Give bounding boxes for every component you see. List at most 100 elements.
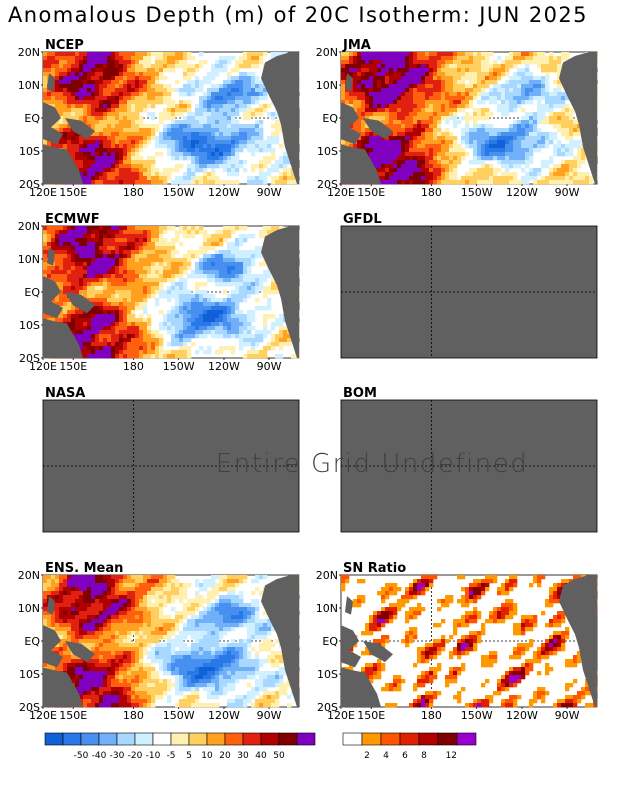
- field-cell: [509, 152, 514, 157]
- field-cell: [79, 282, 84, 287]
- field-cell: [63, 72, 68, 77]
- field-cell: [433, 80, 438, 85]
- field-cell: [99, 68, 104, 73]
- field-cell: [251, 314, 256, 319]
- field-cell: [159, 120, 164, 125]
- field-cell: [469, 52, 474, 57]
- lon-label: 180: [421, 186, 442, 199]
- field-cell: [501, 68, 506, 73]
- field-cell: [349, 92, 354, 97]
- field-cell: [537, 180, 542, 185]
- field-cell: [99, 246, 104, 251]
- field-cell: [71, 116, 76, 121]
- field-cell: [565, 168, 570, 173]
- field-cell: [191, 310, 196, 315]
- field-cell: [461, 96, 466, 101]
- field-cell: [461, 80, 466, 85]
- field-cell: [409, 116, 414, 121]
- field-cell: [203, 124, 208, 129]
- field-cell: [537, 100, 542, 105]
- field-cell: [123, 172, 128, 177]
- field-cell: [103, 60, 108, 65]
- field-cell: [353, 124, 358, 129]
- field-cell: [481, 80, 486, 85]
- field-cell: [389, 112, 394, 117]
- field-cell: [513, 128, 518, 133]
- field-cell: [235, 156, 240, 161]
- field-cell: [275, 226, 280, 231]
- field-cell: [123, 140, 128, 145]
- field-cell: [123, 60, 128, 65]
- field-cell: [421, 60, 426, 65]
- field-cell: [231, 258, 236, 263]
- field-cell: [167, 250, 172, 255]
- field-cell: [111, 262, 116, 267]
- field-cell: [405, 180, 410, 185]
- field-cell: [47, 52, 52, 57]
- field-cell: [151, 176, 156, 181]
- field-cell: [131, 282, 136, 287]
- field-cell: [231, 310, 236, 315]
- field-cell: [55, 274, 60, 279]
- field-cell: [163, 136, 168, 141]
- field-cell: [163, 60, 168, 65]
- field-cell: [247, 88, 252, 93]
- field-cell: [457, 68, 462, 73]
- field-cell: [143, 172, 148, 177]
- field-cell: [119, 274, 124, 279]
- field-cell: [175, 294, 180, 299]
- field-cell: [211, 278, 216, 283]
- field-cell: [187, 226, 192, 231]
- field-cell: [409, 132, 414, 137]
- field-cell: [263, 286, 268, 291]
- field-cell: [243, 108, 248, 113]
- field-cell: [127, 290, 132, 295]
- field-cell: [99, 132, 104, 137]
- field-cell: [79, 108, 84, 113]
- field-cell: [71, 152, 76, 157]
- field-cell: [537, 172, 542, 177]
- field-cell: [91, 156, 96, 161]
- lon-label: 150W: [163, 186, 195, 199]
- field-cell: [263, 278, 268, 283]
- field-cell: [247, 234, 252, 239]
- field-cell: [573, 180, 578, 185]
- field-cell: [211, 254, 216, 259]
- field-cell: [127, 172, 132, 177]
- field-cell: [111, 298, 116, 303]
- field-cell: [477, 180, 482, 185]
- field-cell: [357, 140, 362, 145]
- field-cell: [187, 234, 192, 239]
- field-cell: [71, 306, 76, 311]
- field-cell: [381, 156, 386, 161]
- field-cell: [393, 88, 398, 93]
- field-cell: [283, 176, 288, 181]
- field-cell: [215, 258, 220, 263]
- field-cell: [545, 160, 550, 165]
- field-cell: [481, 92, 486, 97]
- field-cell: [247, 80, 252, 85]
- field-cell: [219, 234, 224, 239]
- field-cell: [127, 120, 132, 125]
- field-cell: [171, 120, 176, 125]
- field-cell: [357, 88, 362, 93]
- field-cell: [155, 140, 160, 145]
- lat-label: 10S: [317, 145, 338, 158]
- field-cell: [529, 144, 534, 149]
- field-cell: [409, 180, 414, 185]
- field-cell: [43, 266, 48, 271]
- field-cell: [581, 148, 586, 153]
- field-cell: [219, 262, 224, 267]
- field-cell: [103, 278, 108, 283]
- field-cell: [401, 88, 406, 93]
- field-cell: [425, 72, 430, 77]
- field-cell: [235, 84, 240, 89]
- field-cell: [143, 246, 148, 251]
- field-cell: [553, 92, 558, 97]
- field-cell: [75, 92, 80, 97]
- field-cell: [123, 242, 128, 247]
- field-cell: [243, 72, 248, 77]
- field-cell: [55, 84, 60, 89]
- field-cell: [441, 160, 446, 165]
- field-cell: [119, 152, 124, 157]
